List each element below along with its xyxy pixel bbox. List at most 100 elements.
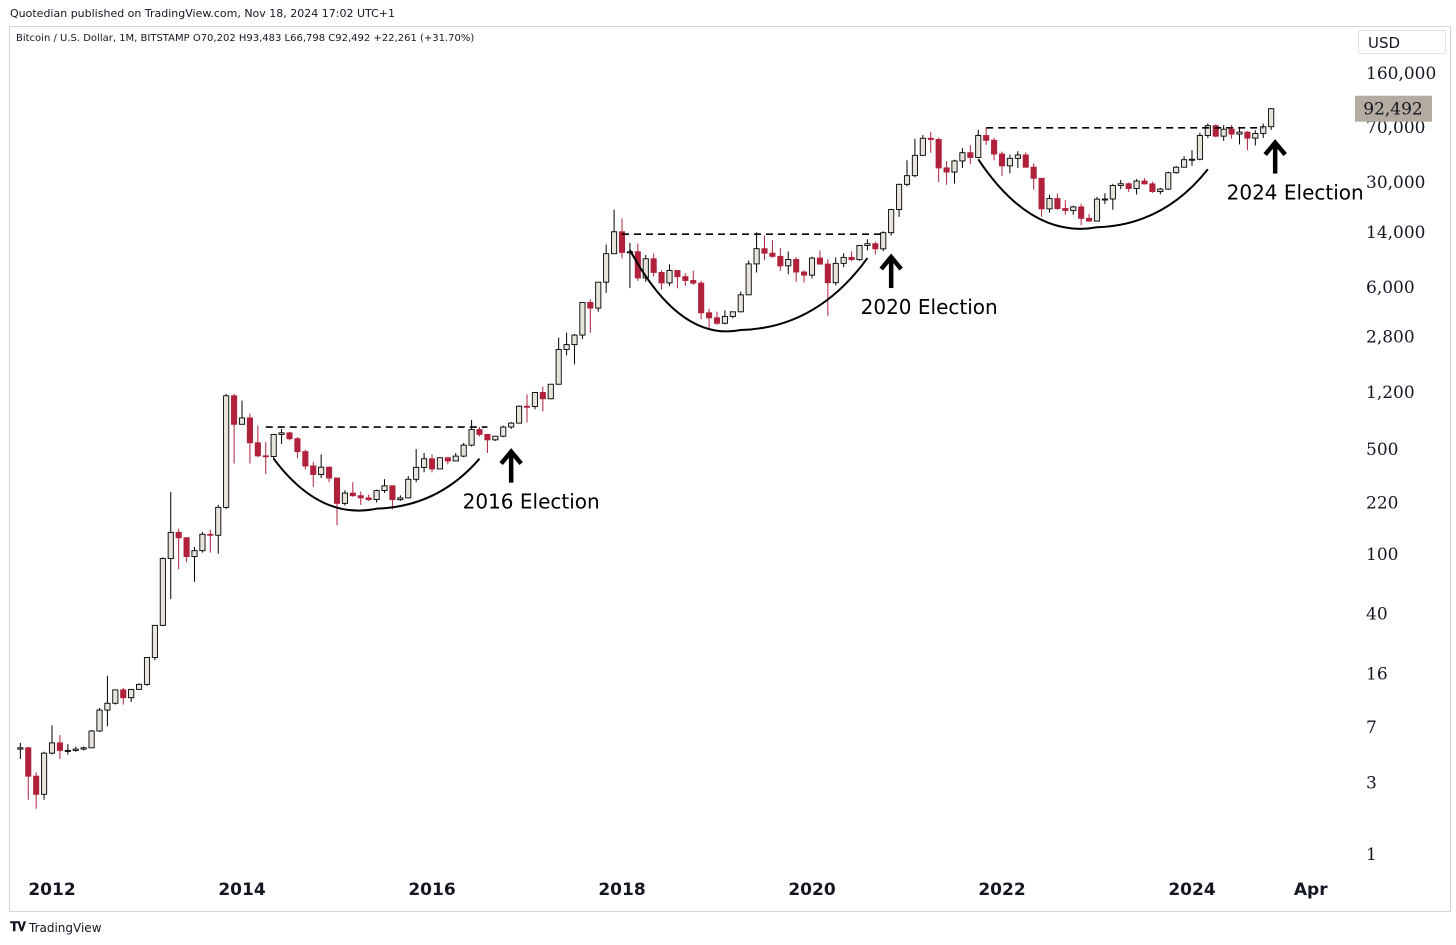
candle [658, 270, 665, 290]
candle-body [286, 432, 293, 440]
candle-body [1149, 183, 1156, 193]
arrow-head [1263, 139, 1287, 157]
candle [706, 308, 713, 330]
candle [563, 332, 570, 356]
candle [848, 251, 855, 262]
candle-body [832, 262, 839, 284]
published-caption: Quotedian published on TradingView.com, … [10, 7, 395, 20]
candle [476, 427, 483, 437]
candle-body [713, 317, 721, 324]
candle-body [120, 689, 127, 699]
candle-body [1133, 180, 1140, 189]
candle [571, 333, 578, 365]
candle-body [183, 537, 190, 557]
candle-body [349, 492, 356, 497]
candle-body [555, 349, 562, 385]
candle [421, 452, 428, 473]
candle-body [207, 533, 214, 536]
candle [357, 491, 364, 505]
candle [80, 746, 87, 751]
candle-body [690, 280, 697, 284]
candle-body [943, 167, 950, 173]
tradingview-logo[interactable]: 𝐓𝐕 TradingView [10, 920, 102, 935]
candle [1196, 132, 1203, 161]
candle-body [880, 232, 887, 250]
candle [428, 454, 436, 473]
candle-body [547, 383, 554, 400]
candle-body [1268, 108, 1275, 128]
candle [690, 270, 697, 285]
candle [539, 386, 546, 412]
candle-body [381, 485, 388, 492]
x-tick-label: Apr [1294, 880, 1328, 900]
y-tick-label: 30,000 [1366, 173, 1425, 193]
candle [1014, 151, 1021, 169]
candle-body [745, 263, 752, 296]
candle [1141, 178, 1148, 185]
x-axis: 2012 2014 2016 2018 2020 2022 2024 Apr [28, 880, 1328, 900]
candle-body [1046, 198, 1053, 210]
candle [302, 449, 309, 470]
y-tick-label: 1 [1366, 845, 1377, 865]
candle [713, 311, 721, 325]
candle-body [991, 139, 998, 155]
candle [1109, 183, 1116, 210]
candle [167, 491, 174, 600]
candle-body [405, 478, 412, 499]
candle-body [413, 466, 420, 480]
candle-body [112, 689, 119, 704]
candle [1188, 150, 1196, 166]
candle [674, 270, 681, 289]
candle [223, 393, 230, 510]
candle [618, 218, 626, 259]
candle [1046, 194, 1053, 213]
candle-body [199, 533, 206, 552]
candle [808, 256, 816, 279]
candle-body [888, 209, 895, 234]
candle [880, 231, 887, 252]
candle [1093, 196, 1101, 222]
candle [1260, 123, 1267, 139]
candle [872, 241, 879, 255]
candle-body [1038, 177, 1045, 210]
candle-body [951, 160, 958, 173]
y-tick-label: 1,200 [1366, 383, 1415, 403]
candle [17, 742, 24, 759]
candle-body [816, 257, 823, 265]
candle-body [674, 270, 681, 278]
candle-body [721, 315, 728, 324]
candle-body [1062, 208, 1069, 211]
candle [64, 744, 71, 755]
candle [626, 242, 633, 289]
candle [436, 457, 443, 470]
candle-body [753, 248, 760, 265]
candle-body [1109, 184, 1116, 200]
candle [832, 257, 839, 286]
candle [698, 280, 705, 320]
candle-body [476, 429, 483, 435]
candle [373, 489, 380, 503]
candle-body [698, 282, 705, 314]
candle [484, 433, 491, 453]
candle-body [175, 531, 182, 539]
candle [975, 129, 982, 159]
candle [785, 251, 792, 275]
currency-selector[interactable]: USD [1358, 30, 1446, 54]
candle [246, 413, 253, 464]
candle [777, 248, 784, 271]
candle-body [666, 270, 673, 284]
candle-body [919, 137, 926, 156]
candle-body [1070, 206, 1077, 211]
candle [120, 687, 127, 705]
candle-body [975, 135, 982, 158]
candle [1212, 124, 1219, 138]
candle [769, 240, 776, 258]
candle-body [389, 485, 396, 501]
candle [231, 393, 238, 464]
candle [1236, 126, 1243, 145]
candle [1220, 125, 1227, 141]
candle [310, 461, 317, 487]
candle-body [421, 458, 428, 468]
candle-body [840, 256, 847, 264]
